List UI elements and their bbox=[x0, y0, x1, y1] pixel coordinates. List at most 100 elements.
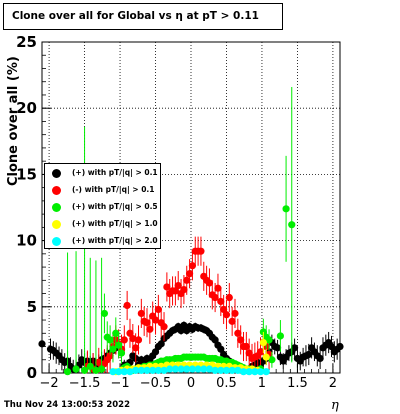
data-point bbox=[100, 309, 109, 318]
data-point bbox=[171, 365, 179, 373]
data-point bbox=[151, 348, 160, 356]
x-tick-label: 1 bbox=[258, 376, 266, 391]
data-point bbox=[180, 285, 188, 294]
data-point bbox=[237, 336, 245, 344]
data-point bbox=[228, 317, 236, 325]
data-point bbox=[220, 305, 228, 314]
data-point bbox=[200, 365, 208, 373]
x-tick-label: −1 bbox=[110, 376, 129, 391]
series-group bbox=[109, 365, 270, 376]
y-tick-label: 0 bbox=[27, 364, 37, 382]
chart-title: Clone over all for Global vs η at pT > 0… bbox=[3, 3, 283, 30]
data-point bbox=[217, 366, 225, 374]
data-point bbox=[115, 341, 123, 349]
x-tick-label: −1.5 bbox=[69, 376, 101, 391]
legend-entry: (-) with pT/|q| > 0.1 bbox=[45, 182, 160, 199]
legend-entry: (+) with pT/|q| > 0.1 bbox=[45, 165, 160, 182]
data-point bbox=[288, 221, 296, 229]
data-point bbox=[276, 332, 284, 340]
data-point bbox=[185, 270, 194, 278]
legend-entry: (+) with pT/|q| > 1.0 bbox=[45, 216, 160, 233]
data-point bbox=[160, 366, 168, 374]
data-point bbox=[95, 358, 103, 367]
data-point bbox=[63, 368, 72, 376]
data-point bbox=[120, 336, 128, 344]
data-point bbox=[38, 340, 46, 348]
data-point bbox=[117, 349, 126, 357]
data-point bbox=[109, 345, 117, 353]
data-point bbox=[211, 293, 219, 302]
y-axis-label: Clone over all (%) bbox=[6, 56, 21, 186]
data-point bbox=[228, 366, 236, 374]
x-axis-label: η bbox=[331, 398, 339, 413]
legend-marker-icon bbox=[52, 220, 61, 229]
y-tick-label: 5 bbox=[27, 298, 37, 316]
y-tick-label: 10 bbox=[16, 232, 37, 250]
data-point bbox=[256, 348, 265, 356]
data-point bbox=[115, 368, 123, 376]
data-point bbox=[86, 362, 94, 370]
data-point bbox=[222, 311, 231, 319]
data-point bbox=[149, 366, 157, 374]
data-point bbox=[336, 342, 344, 351]
data-point bbox=[146, 325, 154, 333]
data-point bbox=[290, 344, 299, 352]
legend-entry: (+) with pT/|q| > 0.5 bbox=[45, 199, 160, 216]
legend: (+) with pT/|q| > 0.1 (-) with pT/|q| > … bbox=[44, 163, 161, 249]
data-point bbox=[239, 368, 248, 376]
data-point bbox=[217, 297, 225, 306]
data-point bbox=[132, 344, 140, 352]
data-point bbox=[197, 247, 205, 255]
data-point bbox=[234, 366, 242, 374]
data-point bbox=[143, 319, 151, 327]
data-point bbox=[316, 354, 324, 363]
legend-label: (-) with pT/|q| > 0.1 bbox=[72, 185, 155, 194]
data-point bbox=[154, 305, 162, 314]
x-tick-label: 0 bbox=[187, 376, 195, 391]
data-point bbox=[132, 366, 140, 374]
data-point bbox=[143, 366, 151, 374]
data-series bbox=[38, 87, 344, 376]
legend-label: (+) with pT/|q| > 0.5 bbox=[72, 202, 158, 211]
data-point bbox=[205, 365, 214, 373]
data-point bbox=[134, 336, 143, 344]
data-point bbox=[231, 309, 239, 318]
data-point bbox=[177, 365, 185, 373]
data-point bbox=[273, 344, 282, 352]
legend-label: (+) with pT/|q| > 0.1 bbox=[72, 168, 158, 177]
data-point bbox=[183, 365, 191, 373]
y-tick-label: 15 bbox=[16, 165, 37, 183]
data-point bbox=[222, 366, 231, 374]
data-point bbox=[72, 365, 80, 373]
data-point bbox=[327, 342, 336, 351]
data-point bbox=[109, 368, 117, 376]
data-point bbox=[245, 368, 253, 376]
data-point bbox=[305, 350, 313, 359]
data-point bbox=[137, 366, 145, 374]
data-point bbox=[234, 329, 242, 337]
y-tick-label: 25 bbox=[16, 33, 37, 51]
data-point bbox=[188, 262, 197, 270]
data-point bbox=[259, 338, 267, 347]
timestamp-footer: Thu Nov 24 13:00:53 2022 bbox=[4, 400, 131, 410]
data-point bbox=[174, 282, 182, 290]
data-point bbox=[194, 365, 202, 373]
data-point bbox=[217, 345, 225, 353]
data-point bbox=[256, 368, 265, 376]
data-point bbox=[262, 368, 270, 376]
data-point bbox=[265, 336, 273, 344]
data-point bbox=[214, 284, 222, 292]
data-point bbox=[151, 316, 160, 324]
data-point bbox=[129, 334, 137, 343]
data-point bbox=[123, 301, 131, 310]
data-point bbox=[282, 205, 290, 213]
data-point bbox=[171, 287, 179, 295]
data-point bbox=[126, 368, 134, 376]
data-point bbox=[160, 323, 168, 331]
data-point bbox=[251, 368, 259, 376]
data-point bbox=[225, 293, 233, 302]
x-tick-label: 1.5 bbox=[287, 376, 308, 391]
x-tick-label: −0.5 bbox=[140, 376, 172, 391]
